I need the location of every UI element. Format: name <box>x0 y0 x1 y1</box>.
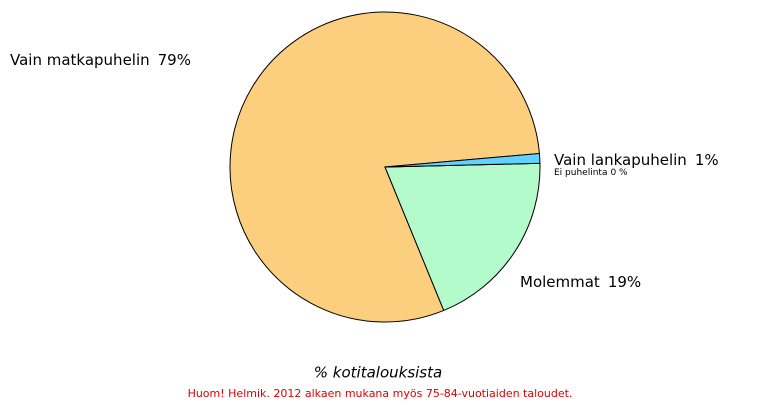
slice <box>384 152 541 168</box>
value-label: 79% <box>158 51 191 69</box>
slice-label: Ei puhelinta 0 % <box>554 168 628 178</box>
slice-label: Molemmat 19% <box>520 273 641 291</box>
note: Huom! Helmik. 2012 alkaen mukana myös 75… <box>188 387 573 400</box>
slice <box>384 162 541 312</box>
value-label: 0 % <box>610 168 628 178</box>
category-name: Vain matkapuhelin <box>10 51 150 69</box>
slice-label: Vain lankapuhelin 1% <box>554 151 719 169</box>
axis-label: % kotitalouksista <box>314 364 442 382</box>
value-label: 19% <box>608 273 641 291</box>
value-label: 1% <box>695 151 719 169</box>
category-name: Vain lankapuhelin <box>554 151 687 169</box>
category-name: Molemmat <box>520 273 600 291</box>
slice-label: Vain matkapuhelin 79% <box>10 51 191 69</box>
category-name: Ei puhelinta <box>554 168 607 178</box>
pie <box>229 11 541 323</box>
